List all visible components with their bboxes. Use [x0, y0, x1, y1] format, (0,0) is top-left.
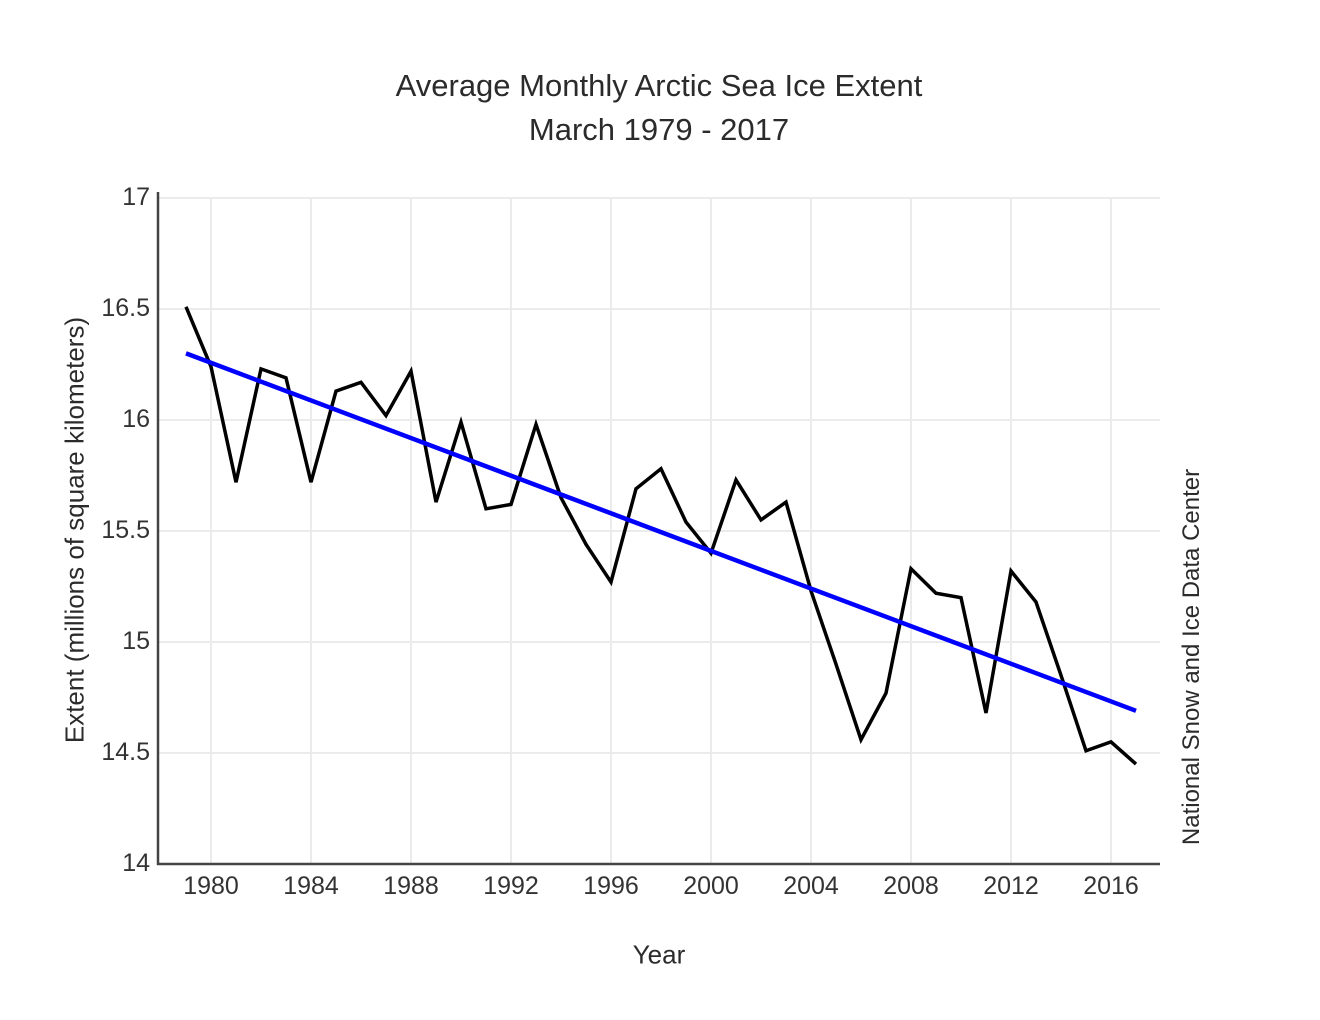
x-tick-label: 2016: [1083, 872, 1139, 900]
x-tick-label: 2008: [883, 872, 939, 900]
x-axis-title: Year: [632, 939, 686, 970]
y-tick-label: 16.5: [101, 293, 150, 322]
x-tick-label: 2012: [983, 872, 1039, 900]
y-tick-label: 14.5: [101, 737, 150, 766]
y-tick-label: 16: [122, 404, 150, 433]
axis-lines: [156, 192, 1160, 866]
y-tick-label: 15: [122, 626, 150, 655]
chart-title: Average Monthly Arctic Sea Ice Extent Ma…: [159, 64, 1159, 152]
x-tick-label: 1984: [283, 872, 339, 900]
chart-title-line1: Average Monthly Arctic Sea Ice Extent: [395, 68, 923, 103]
y-tick-label: 15.5: [101, 515, 150, 544]
x-tick-label: 1980: [183, 872, 239, 900]
chart-title-line2: March 1979 - 2017: [528, 112, 790, 147]
x-tick-label: 2004: [783, 872, 839, 900]
x-tick-label: 2000: [683, 872, 739, 900]
x-tick-label: 1996: [583, 872, 639, 900]
x-tick-label: 1992: [483, 872, 539, 900]
y-tick-label: 14: [122, 848, 150, 877]
series-line-observed: [184, 306, 1138, 766]
data-series: [184, 306, 1138, 766]
y-tick-label: 17: [122, 182, 150, 211]
source-annotation: National Snow and Ice Data Center: [1178, 468, 1205, 846]
x-tick-label: 1988: [383, 872, 439, 900]
series-line-trend: [185, 351, 1137, 713]
